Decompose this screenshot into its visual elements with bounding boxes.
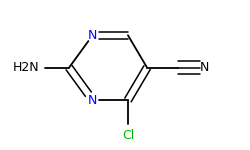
Text: N: N (88, 94, 97, 106)
Text: N: N (88, 29, 97, 42)
Text: N: N (200, 61, 209, 74)
Text: Cl: Cl (122, 129, 134, 142)
Text: H2N: H2N (13, 61, 40, 74)
